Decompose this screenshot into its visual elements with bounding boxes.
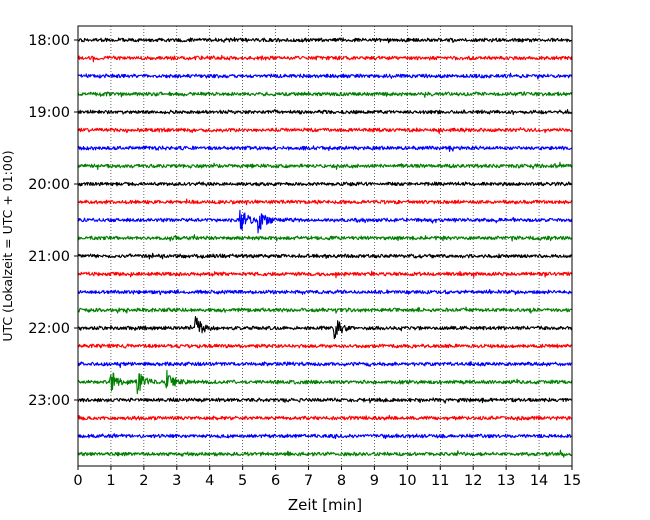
x-tick-label: 6 (271, 473, 280, 489)
x-tick-label: 5 (238, 473, 247, 489)
y-tick-label: 21:00 (28, 249, 70, 265)
trace-group (77, 37, 573, 458)
seismic-trace (77, 449, 573, 458)
seismic-trace (77, 369, 573, 395)
seismic-trace (77, 361, 573, 369)
x-tick-label: 2 (139, 473, 148, 489)
seismic-trace (77, 433, 573, 440)
seismic-trace (77, 316, 573, 340)
y-tick-label: 23:00 (28, 393, 70, 409)
y-axis-ticks: 18:00 19:00 20:00 21:00 22:00 23:00 (28, 33, 78, 409)
x-axis-label: Zeit [min] (288, 496, 362, 514)
seismic-trace (77, 397, 573, 404)
seismic-trace (77, 181, 573, 187)
y-tick-label: 20:00 (28, 177, 70, 193)
x-tick-label: 3 (172, 473, 181, 489)
seismic-trace (77, 343, 573, 349)
seismic-trace (77, 54, 573, 63)
seismic-trace (77, 414, 573, 421)
seismic-trace (77, 37, 573, 44)
seismic-trace (77, 288, 573, 296)
plot-frame (77, 25, 573, 467)
x-tick-label: 9 (370, 473, 379, 489)
seismic-trace (77, 91, 573, 98)
seismic-trace (77, 145, 573, 153)
x-tick-label: 4 (205, 473, 214, 489)
seismic-trace (77, 72, 573, 80)
y-tick-label: 18:00 (28, 33, 70, 49)
x-axis-ticks: 0 1 2 3 4 5 6 7 8 9 10 11 12 13 14 15 (73, 466, 581, 489)
x-tick-label: 15 (563, 473, 581, 489)
vertical-grid (110, 26, 540, 466)
x-tick-label: 7 (304, 473, 313, 489)
seismic-trace (77, 108, 573, 116)
x-tick-label: 10 (398, 473, 416, 489)
seismic-trace (77, 306, 573, 314)
x-tick-label: 14 (530, 473, 548, 489)
seismic-trace (77, 209, 573, 234)
x-tick-label: 0 (73, 473, 82, 489)
seismic-trace (77, 234, 573, 242)
seismic-trace (77, 198, 573, 206)
seismic-trace (77, 252, 573, 260)
seismic-trace (77, 161, 573, 170)
y-axis-label: UTC (Lokalzeit = UTC + 01:00) (0, 150, 15, 341)
x-tick-label: 8 (337, 473, 346, 489)
x-tick-label: 1 (106, 473, 115, 489)
x-tick-label: 12 (464, 473, 482, 489)
y-tick-label: 19:00 (28, 105, 70, 121)
seismic-trace (77, 127, 573, 135)
y-tick-label: 22:00 (28, 321, 70, 337)
x-tick-label: 11 (431, 473, 449, 489)
x-tick-label: 13 (497, 473, 515, 489)
seismic-trace (77, 270, 573, 279)
